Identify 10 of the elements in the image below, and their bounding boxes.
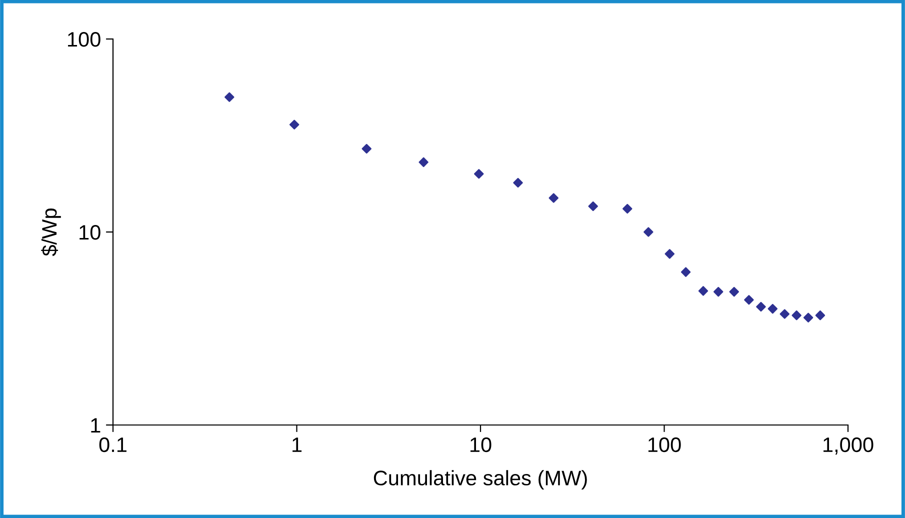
x-tick-label: 0.1 [99, 437, 126, 452]
x-tick-label: 1,000 [824, 437, 874, 455]
y-axis-title: $/Wp [41, 208, 61, 256]
x-axis-title: Cumulative sales (MW) [374, 470, 587, 490]
y-tick-label: 100 [68, 32, 100, 47]
x-tick-label: 1 [292, 438, 302, 452]
y-tick-label: 10 [80, 225, 100, 240]
x-tick-label: 10 [470, 437, 492, 452]
y-tick-label: 1 [91, 418, 100, 433]
x-tick-label: 100 [648, 437, 681, 452]
